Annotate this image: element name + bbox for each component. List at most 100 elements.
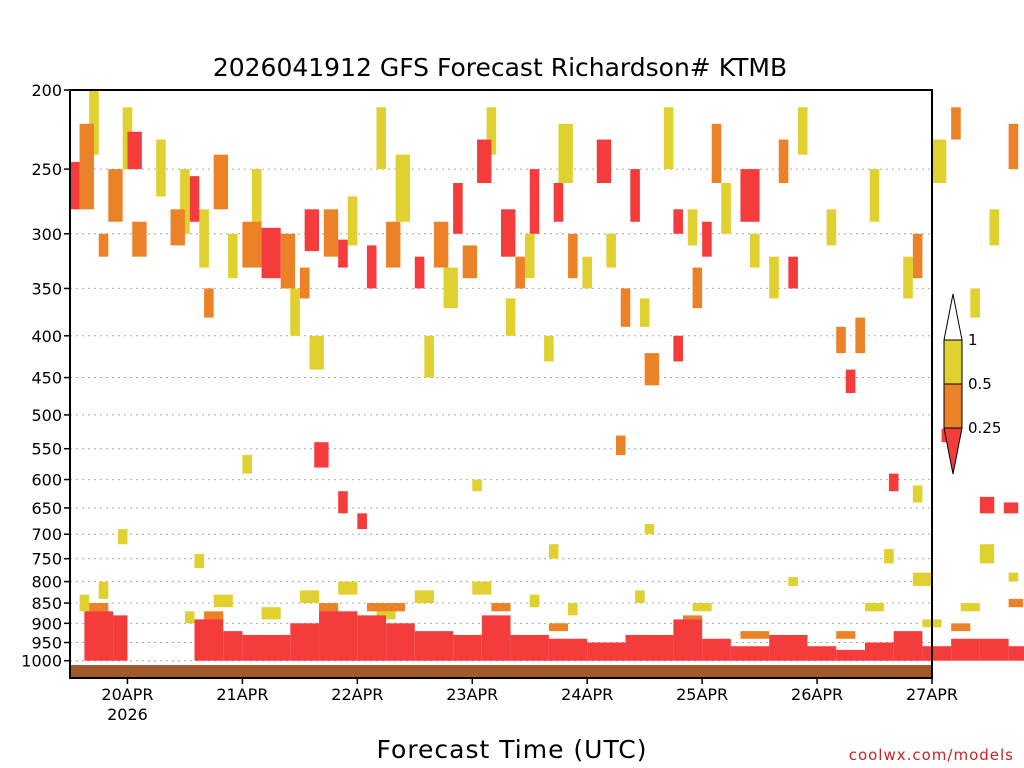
ri-cell-yellow: [338, 581, 358, 595]
ri-cell-yel: [524, 233, 535, 279]
ri-cell-yel: [869, 169, 880, 222]
ri-cell-red: [979, 496, 995, 514]
ri-cell-orange: [836, 631, 856, 639]
legend-label: 0.5: [968, 375, 992, 393]
ri-cell-yel: [472, 479, 482, 492]
ri-cell-red: [414, 631, 454, 661]
ri-cell-orange: [951, 623, 971, 632]
ri-cell-red: [84, 611, 114, 661]
legend-label: 1: [968, 331, 978, 349]
ri-cell-yel: [395, 154, 411, 222]
legend: 1 0.5 0.25: [943, 293, 1001, 475]
x-tick-label: 20APR: [101, 685, 153, 704]
ri-cell-red: [414, 256, 425, 289]
ri-cell-yel: [663, 107, 674, 170]
ri-cell-yellow: [472, 581, 492, 595]
ri-cell-yel: [989, 209, 1000, 246]
x-tick-label: 25APR: [676, 685, 728, 704]
ri-cell-orange: [855, 317, 865, 354]
legend-swatch: [943, 427, 963, 475]
ri-cell-yel: [347, 196, 358, 246]
ri-cell-red: [1008, 646, 1024, 661]
y-tick-label: 1000: [21, 652, 62, 671]
y-tick-label: 950: [31, 634, 62, 653]
ri-cell-orange: [644, 353, 660, 386]
ri-cell-yel: [558, 123, 573, 184]
ri-cell-yel: [89, 90, 99, 155]
ri-cell-red: [630, 169, 640, 222]
ri-cell-red: [893, 631, 923, 661]
ri-cell-yel: [826, 209, 837, 246]
ri-cell-red: [223, 631, 243, 661]
ri-cell-red: [807, 646, 837, 661]
ri-cell-yel: [228, 233, 238, 279]
ri-cell-yel: [797, 107, 808, 155]
ri-cell-yellow: [960, 603, 980, 612]
ri-cell-yel: [544, 335, 554, 362]
y-axis: 200 250 300 350 400 450 500 550 600 650 700 750 800 8…: [21, 81, 70, 671]
ri-cell-orange: [711, 123, 722, 184]
y-tick-label: 200: [31, 81, 62, 100]
ri-cell-yellow: [98, 581, 109, 599]
ri-cell-orange: [548, 623, 569, 632]
ri-cell-red: [261, 227, 281, 279]
ri-cell-yel: [1008, 572, 1019, 582]
ri-cell-yel: [750, 233, 760, 268]
ri-cell-yellow: [912, 572, 932, 586]
ri-cell-orange: [280, 233, 296, 289]
y-tick-label: 350: [31, 279, 62, 298]
ri-cell-red: [769, 634, 808, 661]
ri-cell-red: [888, 473, 899, 492]
ri-cell-orange: [79, 123, 94, 210]
ri-cell-yel: [194, 553, 205, 569]
ri-cell-yellow: [213, 594, 233, 608]
y-tick-label: 400: [31, 327, 62, 346]
ri-cell-yellow: [529, 594, 540, 608]
ri-cell-orange: [98, 233, 109, 257]
ri-cell-yel: [117, 529, 128, 545]
ri-cell-yel: [548, 544, 559, 559]
ri-cell-orange: [462, 245, 478, 279]
ri-cell-yel: [424, 335, 434, 378]
ri-cell-orange: [386, 221, 401, 268]
ri-cell-orange: [213, 154, 229, 210]
ri-cell-yel: [644, 523, 655, 535]
ri-cell-orange: [620, 288, 631, 327]
ri-cell-red: [922, 646, 952, 661]
ri-cell-red: [357, 615, 387, 661]
x-tick-label: 21APR: [216, 685, 268, 704]
ri-cell-yellow: [299, 590, 320, 604]
ri-cell-red: [596, 139, 612, 184]
ri-cell-yel: [376, 107, 387, 170]
ri-cell-orange: [615, 435, 626, 456]
ri-cell-orange: [912, 233, 923, 279]
ri-cell-red: [314, 442, 329, 468]
ri-cell-yel: [903, 256, 913, 299]
ri-cell-red: [702, 221, 712, 257]
ri-cell-yel: [769, 256, 779, 299]
ri-cell-red: [242, 634, 291, 661]
ri-cell-yel: [180, 169, 190, 234]
ri-cell-red: [304, 209, 320, 252]
ri-cell-red: [730, 646, 770, 661]
ri-cell-yel: [309, 335, 324, 370]
ri-cell-yel: [505, 298, 516, 336]
ri-cell-yellow: [184, 611, 195, 624]
ri-cell-red: [189, 176, 200, 222]
ri-cell-red: [1003, 502, 1019, 514]
ri-cell-red: [673, 619, 703, 661]
x-tick-label: 22APR: [331, 685, 383, 704]
legend-swatch: [943, 339, 963, 385]
ri-cell-orange: [433, 221, 449, 268]
ri-cell-yel: [242, 455, 252, 474]
ri-cell-orange: [108, 169, 123, 222]
ri-cell-red: [740, 169, 760, 222]
ground-band: [70, 665, 932, 678]
ri-cell-red: [501, 209, 516, 257]
ri-cell-yel: [251, 169, 262, 234]
ri-cell-red: [510, 634, 549, 661]
y-tick-label: 650: [31, 499, 62, 518]
ri-cell-red: [366, 245, 377, 289]
y-tick-label: 500: [31, 406, 62, 425]
credit-text: coolwx.com/models: [849, 746, 1014, 764]
